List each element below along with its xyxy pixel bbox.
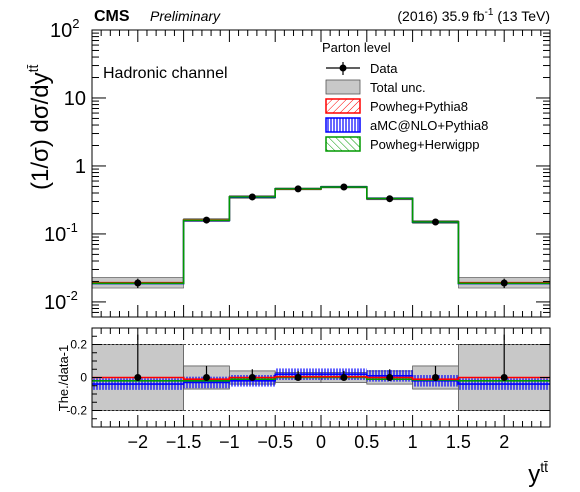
lumi-label: (2016) 35.9 fb-1 (13 TeV)	[397, 7, 550, 24]
xtick-label-6: 1	[408, 432, 418, 452]
experiment-label: CMS	[94, 8, 130, 25]
lumi-exponent: -1	[485, 7, 494, 18]
lower-amcnlo-pythia8-line	[92, 373, 550, 385]
lower-data-point-5	[386, 374, 394, 381]
xtick-label-4: 0	[316, 432, 326, 452]
y-axis-title-sup: tt̄	[25, 64, 41, 72]
legend-label-unc: Total unc.	[370, 80, 426, 95]
y-axis-title-main: (1/σ) dσ/dy	[27, 72, 54, 190]
legend-data-marker	[339, 64, 347, 72]
lower-ytick-label-1: 0	[80, 371, 87, 385]
upper-data-points	[134, 183, 508, 289]
upper-ytick-base-2: 1	[75, 156, 86, 178]
lumi-prefix: (2016) 35.9 fb	[397, 8, 484, 24]
upper-ytick-label-1: 10-1	[44, 220, 78, 246]
upper-powheg-herwigpp-line	[92, 186, 550, 285]
legend: Parton level Data Total unc. Powheg+Pyth…	[322, 40, 488, 152]
lower-ytick-label-2: 0.2	[70, 338, 87, 352]
xtick-label-5: 0.5	[354, 432, 379, 452]
upper-ytick-base-4: 10	[50, 20, 72, 42]
channel-annotation: Hadronic channel	[103, 65, 228, 82]
legend-entry-data: Data	[326, 61, 398, 76]
lower-panel: -0.2 0 0.2 −2 −1.5 −1 −0.5 0 0.5 1 1.5 2 The./data-…	[56, 327, 551, 452]
upper-ytick-label-4: 102	[50, 16, 79, 42]
upper-data-point-7	[500, 279, 508, 287]
lower-data-point-4	[340, 374, 348, 381]
lower-data-point-7	[500, 374, 508, 381]
upper-data-point-0	[134, 279, 142, 287]
legend-entry-powheg-herwigpp: Powheg+Herwigpp	[325, 136, 479, 152]
upper-ytick-base-3: 10	[64, 88, 86, 110]
x-axis-title-main: y	[528, 461, 540, 488]
upper-data-point-1	[203, 216, 210, 224]
legend-label-powheg-herwigpp: Powheg+Herwigpp	[370, 137, 479, 152]
upper-ytick-base-1: 10	[44, 224, 66, 246]
upper-data-point-2	[248, 193, 256, 201]
lower-data-points	[134, 334, 508, 381]
upper-ytick-exp-4: 2	[72, 16, 79, 31]
xtick-label-1: −1.5	[166, 432, 202, 452]
legend-label-powheg-pythia8: Powheg+Pythia8	[370, 99, 468, 114]
ratio-axis-title: The./data-1	[56, 345, 71, 412]
lower-reference-lines	[92, 344, 550, 411]
upper-ytick-label-2: 1	[75, 156, 86, 178]
xtick-label-3: −0.5	[257, 432, 293, 452]
xtick-label-7: 1.5	[446, 432, 471, 452]
xtick-label-2: −1	[219, 432, 240, 452]
upper-ytick-exp-0: -2	[66, 288, 78, 303]
lower-data-point-6	[432, 374, 439, 381]
lower-powheg-pythia8-line	[92, 375, 550, 380]
legend-label-data: Data	[370, 61, 398, 76]
legend-unc-swatch	[325, 79, 361, 95]
xtick-label-0: −2	[128, 432, 149, 452]
legend-powheg-pythia8-swatch	[325, 98, 361, 114]
lower-data-point-0	[134, 374, 142, 381]
x-axis-title: ytt̄	[528, 459, 548, 488]
legend-amcnlo-pythia8-swatch	[325, 117, 361, 133]
upper-uncertainty-band	[91, 185, 551, 289]
upper-data-point-5	[386, 195, 394, 203]
figure-header: CMS Preliminary (2016) 35.9 fb-1 (13 TeV…	[94, 7, 550, 25]
lower-frame	[91, 327, 551, 428]
lumi-suffix: (13 TeV)	[493, 8, 550, 24]
y-axis-title: (1/σ) dσ/dytt̄	[25, 64, 54, 190]
upper-data-point-4	[340, 183, 348, 191]
upper-powheg-pythia8-line	[92, 186, 550, 284]
upper-data-point-6	[432, 218, 439, 226]
lower-data-point-1	[203, 374, 210, 381]
lower-data-point-2	[248, 374, 256, 381]
upper-ytick-label-0: 10-2	[44, 288, 78, 314]
upper-ytick-label-3: 10	[64, 88, 86, 110]
legend-entry-powheg-pythia8: Powheg+Pythia8	[325, 98, 468, 114]
lower-data-point-3	[294, 374, 302, 381]
legend-label-amcnlo-pythia8: aMC@NLO+Pythia8	[370, 118, 488, 133]
status-label: Preliminary	[150, 8, 221, 24]
upper-ytick-base-0: 10	[44, 292, 66, 314]
xtick-label-8: 2	[499, 432, 509, 452]
x-axis-title-sup: tt̄	[540, 459, 548, 475]
upper-data-point-3	[294, 185, 302, 193]
upper-amcnlo-pythia8-line	[92, 186, 550, 285]
legend-title: Parton level	[322, 40, 391, 55]
lower-ytick-label-0: -0.2	[66, 404, 87, 418]
upper-frame	[91, 29, 551, 318]
upper-ytick-exp-1: -1	[66, 220, 78, 235]
legend-powheg-herwigpp-swatch	[325, 136, 361, 152]
lower-axes: -0.2 0 0.2 −2 −1.5 −1 −0.5 0 0.5 1 1.5 2	[66, 327, 551, 452]
upper-model-histograms	[92, 186, 550, 285]
legend-entry-amcnlo-pythia8: aMC@NLO+Pythia8	[325, 117, 488, 133]
legend-entry-unc: Total unc.	[325, 79, 426, 95]
